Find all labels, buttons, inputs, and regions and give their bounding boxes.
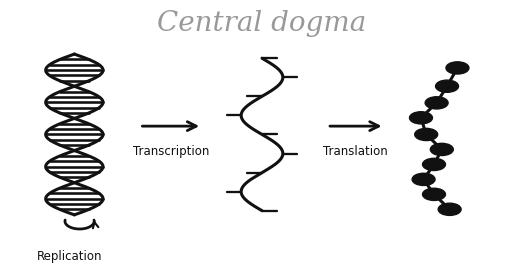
Circle shape xyxy=(425,97,448,109)
Circle shape xyxy=(422,158,445,171)
Text: Translation: Translation xyxy=(323,144,388,158)
Text: Replication: Replication xyxy=(36,250,102,263)
Circle shape xyxy=(435,80,458,92)
Circle shape xyxy=(412,173,435,185)
Text: Transcription: Transcription xyxy=(133,144,209,158)
Text: Central dogma: Central dogma xyxy=(157,10,367,37)
Circle shape xyxy=(430,143,453,155)
Circle shape xyxy=(409,112,432,124)
Circle shape xyxy=(446,62,469,74)
Circle shape xyxy=(422,188,445,200)
Circle shape xyxy=(438,203,461,215)
Circle shape xyxy=(414,128,438,141)
